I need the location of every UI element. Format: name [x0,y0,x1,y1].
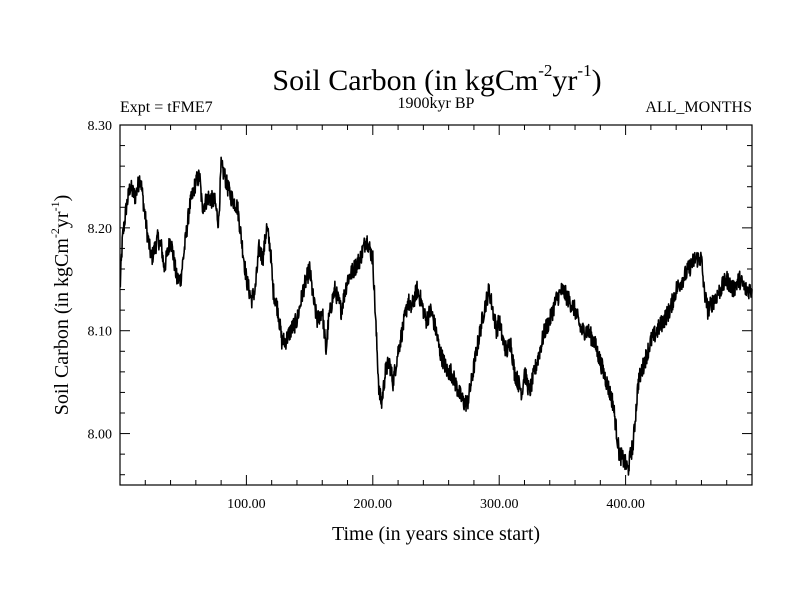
x-tick-label: 200.00 [354,497,393,512]
y-tick-label: 8.20 [88,222,113,237]
experiment-label: Expt = tFME7 [120,99,213,116]
period-label: 1900kyr BP [398,95,475,112]
plot-frame [119,124,753,486]
y-axis-title: Soil Carbon (in kgCm-2yr-1) [48,195,73,416]
chart-title: Soil Carbon (in kgCm-2yr-1) [272,61,601,97]
x-axis-title: Time (in years since start) [332,523,540,545]
months-label: ALL_MONTHS [645,99,752,116]
x-tick-label: 100.00 [227,497,266,512]
tick-layer: 100.00 200.00 300.00 400.00 8.00 8.10 8.20 8.30 [88,119,752,512]
x-tick-label: 400.00 [606,497,645,512]
series-layer [119,156,753,476]
y-tick-label: 8.00 [88,428,113,443]
y-tick-label: 8.30 [88,119,113,134]
x-tick-label: 300.00 [480,497,519,512]
series-line-soil-carbon [119,156,753,476]
y-tick-label: 8.10 [88,325,113,340]
